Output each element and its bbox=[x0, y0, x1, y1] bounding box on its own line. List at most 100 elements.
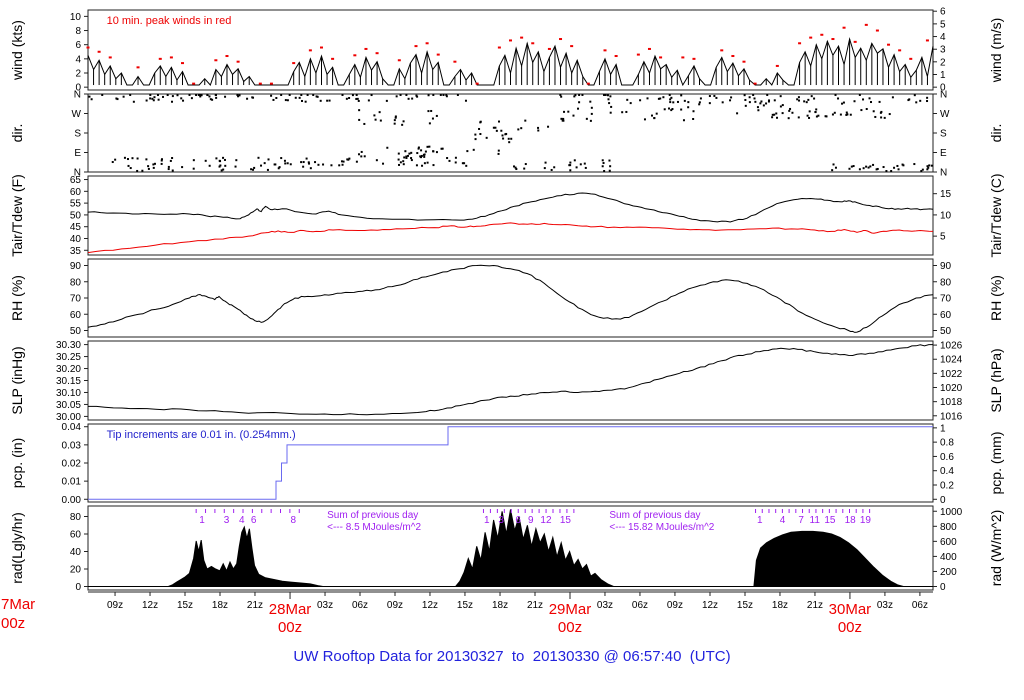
svg-text:00z: 00z bbox=[838, 619, 862, 636]
svg-text:10: 10 bbox=[70, 12, 82, 23]
svg-text:400: 400 bbox=[940, 552, 957, 563]
svg-text:N: N bbox=[74, 90, 81, 101]
svg-text:SLP (hPa): SLP (hPa) bbox=[988, 348, 1004, 412]
svg-text:15: 15 bbox=[560, 515, 572, 526]
svg-text:15: 15 bbox=[940, 189, 952, 200]
svg-text:70: 70 bbox=[940, 294, 952, 305]
svg-text:30.00: 30.00 bbox=[56, 412, 81, 423]
svg-text:RH (%): RH (%) bbox=[988, 275, 1004, 321]
svg-text:10 min. peak winds in red: 10 min. peak winds in red bbox=[107, 15, 232, 27]
svg-text:00z: 00z bbox=[558, 619, 582, 636]
svg-text:3: 3 bbox=[940, 45, 946, 56]
svg-text:21z: 21z bbox=[247, 600, 263, 611]
svg-text:15z: 15z bbox=[457, 600, 473, 611]
svg-text:0.04: 0.04 bbox=[62, 422, 82, 433]
svg-text:0.02: 0.02 bbox=[62, 459, 82, 470]
svg-text:0.6: 0.6 bbox=[940, 452, 954, 463]
svg-text:30.10: 30.10 bbox=[56, 388, 81, 399]
svg-text:15z: 15z bbox=[177, 600, 193, 611]
svg-text:8: 8 bbox=[75, 26, 81, 37]
svg-text:06z: 06z bbox=[632, 600, 648, 611]
svg-text:dir.: dir. bbox=[988, 124, 1004, 143]
svg-text:RH (%): RH (%) bbox=[9, 275, 25, 321]
clipped-date-line1: 7Mar bbox=[1, 596, 36, 613]
svg-text:6: 6 bbox=[251, 515, 257, 526]
clipped-date-label: 7Mar 00z bbox=[1, 595, 35, 633]
svg-text:1000: 1000 bbox=[940, 507, 963, 518]
svg-text:11: 11 bbox=[810, 515, 821, 526]
svg-text:60: 60 bbox=[70, 310, 82, 321]
svg-text:90: 90 bbox=[70, 261, 82, 272]
svg-text:50: 50 bbox=[70, 210, 82, 221]
svg-text:0.4: 0.4 bbox=[940, 466, 954, 477]
svg-text:0: 0 bbox=[75, 83, 81, 94]
clipped-date-line2: 00z bbox=[1, 615, 26, 632]
svg-text:29Mar: 29Mar bbox=[549, 601, 592, 618]
svg-text:90: 90 bbox=[940, 261, 952, 272]
svg-text:30.30: 30.30 bbox=[56, 340, 81, 351]
panel-rh: 50 60 70 80 90 50 60 70 80 90 RH (%) RH (%) bbox=[9, 258, 1004, 338]
svg-text:4: 4 bbox=[940, 32, 946, 43]
svg-text:7: 7 bbox=[798, 515, 804, 526]
svg-text:W: W bbox=[72, 109, 82, 120]
svg-text:30.15: 30.15 bbox=[56, 376, 81, 387]
svg-text:2: 2 bbox=[75, 69, 81, 80]
svg-text:1022: 1022 bbox=[940, 369, 963, 380]
svg-text:E: E bbox=[940, 148, 947, 159]
svg-text:<--- 15.82 MJoules/m^2: <--- 15.82 MJoules/m^2 bbox=[609, 522, 714, 533]
svg-text:03z: 03z bbox=[597, 600, 613, 611]
svg-text:1020: 1020 bbox=[940, 383, 963, 394]
svg-text:1026: 1026 bbox=[940, 341, 963, 352]
svg-text:1: 1 bbox=[484, 515, 490, 526]
svg-text:09z: 09z bbox=[667, 600, 683, 611]
svg-text:4: 4 bbox=[239, 515, 245, 526]
svg-text:Sum of previous day: Sum of previous day bbox=[609, 510, 700, 521]
svg-text:06z: 06z bbox=[352, 600, 368, 611]
svg-text:4: 4 bbox=[780, 515, 786, 526]
svg-text:9: 9 bbox=[528, 515, 534, 526]
panel-pcp: 0.00 0.01 0.02 0.03 0.04 0 0.2 0.4 0.6 0.8 1 pcp. (… bbox=[9, 422, 1004, 506]
svg-text:<--- 8.5 MJoules/m^2: <--- 8.5 MJoules/m^2 bbox=[327, 522, 421, 533]
svg-text:30Mar: 30Mar bbox=[829, 601, 872, 618]
svg-text:0: 0 bbox=[940, 83, 946, 94]
svg-text:6: 6 bbox=[75, 40, 81, 51]
svg-text:10: 10 bbox=[940, 210, 952, 221]
svg-text:1016: 1016 bbox=[940, 411, 963, 422]
svg-text:80: 80 bbox=[70, 512, 82, 523]
svg-text:6: 6 bbox=[515, 515, 521, 526]
svg-text:4: 4 bbox=[75, 54, 81, 65]
svg-text:06z: 06z bbox=[912, 600, 928, 611]
svg-text:12z: 12z bbox=[422, 600, 438, 611]
svg-text:03z: 03z bbox=[877, 600, 893, 611]
svg-text:50: 50 bbox=[70, 326, 82, 337]
svg-text:Tip increments are 0.01 in. (0: Tip increments are 0.01 in. (0.254mm.) bbox=[107, 429, 296, 441]
svg-text:wind (m/s): wind (m/s) bbox=[988, 18, 1004, 84]
svg-text:45: 45 bbox=[70, 222, 82, 233]
svg-text:5: 5 bbox=[940, 19, 946, 30]
svg-text:rad(Lgly/hr): rad(Lgly/hr) bbox=[9, 512, 25, 584]
svg-text:N: N bbox=[74, 168, 81, 179]
svg-text:SLP (inHg): SLP (inHg) bbox=[9, 346, 25, 414]
svg-text:E: E bbox=[74, 148, 81, 159]
svg-text:3: 3 bbox=[224, 515, 230, 526]
svg-text:18z: 18z bbox=[772, 600, 788, 611]
svg-text:2: 2 bbox=[940, 57, 946, 68]
svg-text:12: 12 bbox=[540, 515, 552, 526]
svg-text:Sum of previous day: Sum of previous day bbox=[327, 510, 418, 521]
svg-text:dir.: dir. bbox=[9, 124, 25, 143]
svg-text:pcp. (mm): pcp. (mm) bbox=[988, 432, 1004, 495]
svg-text:70: 70 bbox=[70, 294, 82, 305]
svg-text:5: 5 bbox=[940, 232, 946, 243]
svg-text:60: 60 bbox=[70, 187, 82, 198]
svg-text:8: 8 bbox=[291, 515, 297, 526]
svg-text:15: 15 bbox=[824, 515, 836, 526]
svg-text:40: 40 bbox=[70, 547, 82, 558]
svg-text:Tair/Tdew (C): Tair/Tdew (C) bbox=[988, 173, 1004, 257]
svg-text:S: S bbox=[940, 129, 947, 140]
